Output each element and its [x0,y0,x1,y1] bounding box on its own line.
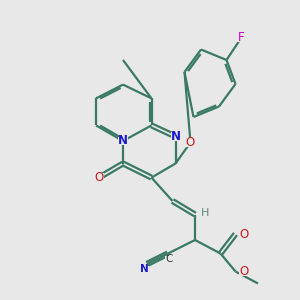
Bar [237,33,246,42]
Bar [165,256,172,262]
Bar [171,132,180,141]
Bar [118,137,127,145]
Text: N: N [140,264,149,274]
Text: N: N [118,134,128,148]
Bar [239,230,248,238]
Bar [239,267,248,276]
Bar [202,209,209,217]
Text: O: O [239,227,248,241]
Text: O: O [94,171,103,184]
Text: H: H [201,208,210,218]
Text: F: F [238,31,245,44]
Text: O: O [186,136,195,149]
Text: O: O [239,265,248,278]
Bar [186,138,195,147]
Bar [140,266,149,273]
Bar [94,173,103,182]
Text: N: N [170,130,181,143]
Text: C: C [165,254,172,264]
